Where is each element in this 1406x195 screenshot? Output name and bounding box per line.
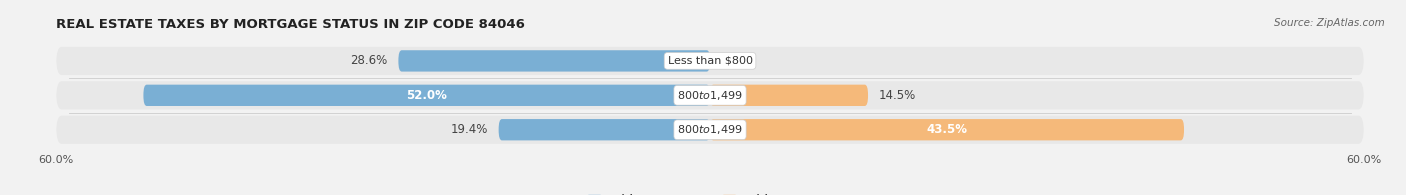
FancyBboxPatch shape [56,47,1364,75]
Text: 14.5%: 14.5% [879,89,917,102]
Text: 43.5%: 43.5% [927,123,967,136]
FancyBboxPatch shape [56,116,1364,144]
Legend: Without Mortgage, With Mortgage: Without Mortgage, With Mortgage [588,194,832,195]
Text: 0.0%: 0.0% [727,54,756,67]
Text: 52.0%: 52.0% [406,89,447,102]
FancyBboxPatch shape [710,85,868,106]
Text: Less than $800: Less than $800 [668,56,752,66]
FancyBboxPatch shape [499,119,710,140]
Text: 19.4%: 19.4% [450,123,488,136]
FancyBboxPatch shape [56,81,1364,109]
FancyBboxPatch shape [398,50,710,72]
FancyBboxPatch shape [710,119,1184,140]
Text: $800 to $1,499: $800 to $1,499 [678,123,742,136]
Text: REAL ESTATE TAXES BY MORTGAGE STATUS IN ZIP CODE 84046: REAL ESTATE TAXES BY MORTGAGE STATUS IN … [56,18,524,31]
Text: $800 to $1,499: $800 to $1,499 [678,89,742,102]
FancyBboxPatch shape [143,85,710,106]
Text: Source: ZipAtlas.com: Source: ZipAtlas.com [1274,18,1385,27]
Text: 28.6%: 28.6% [350,54,388,67]
